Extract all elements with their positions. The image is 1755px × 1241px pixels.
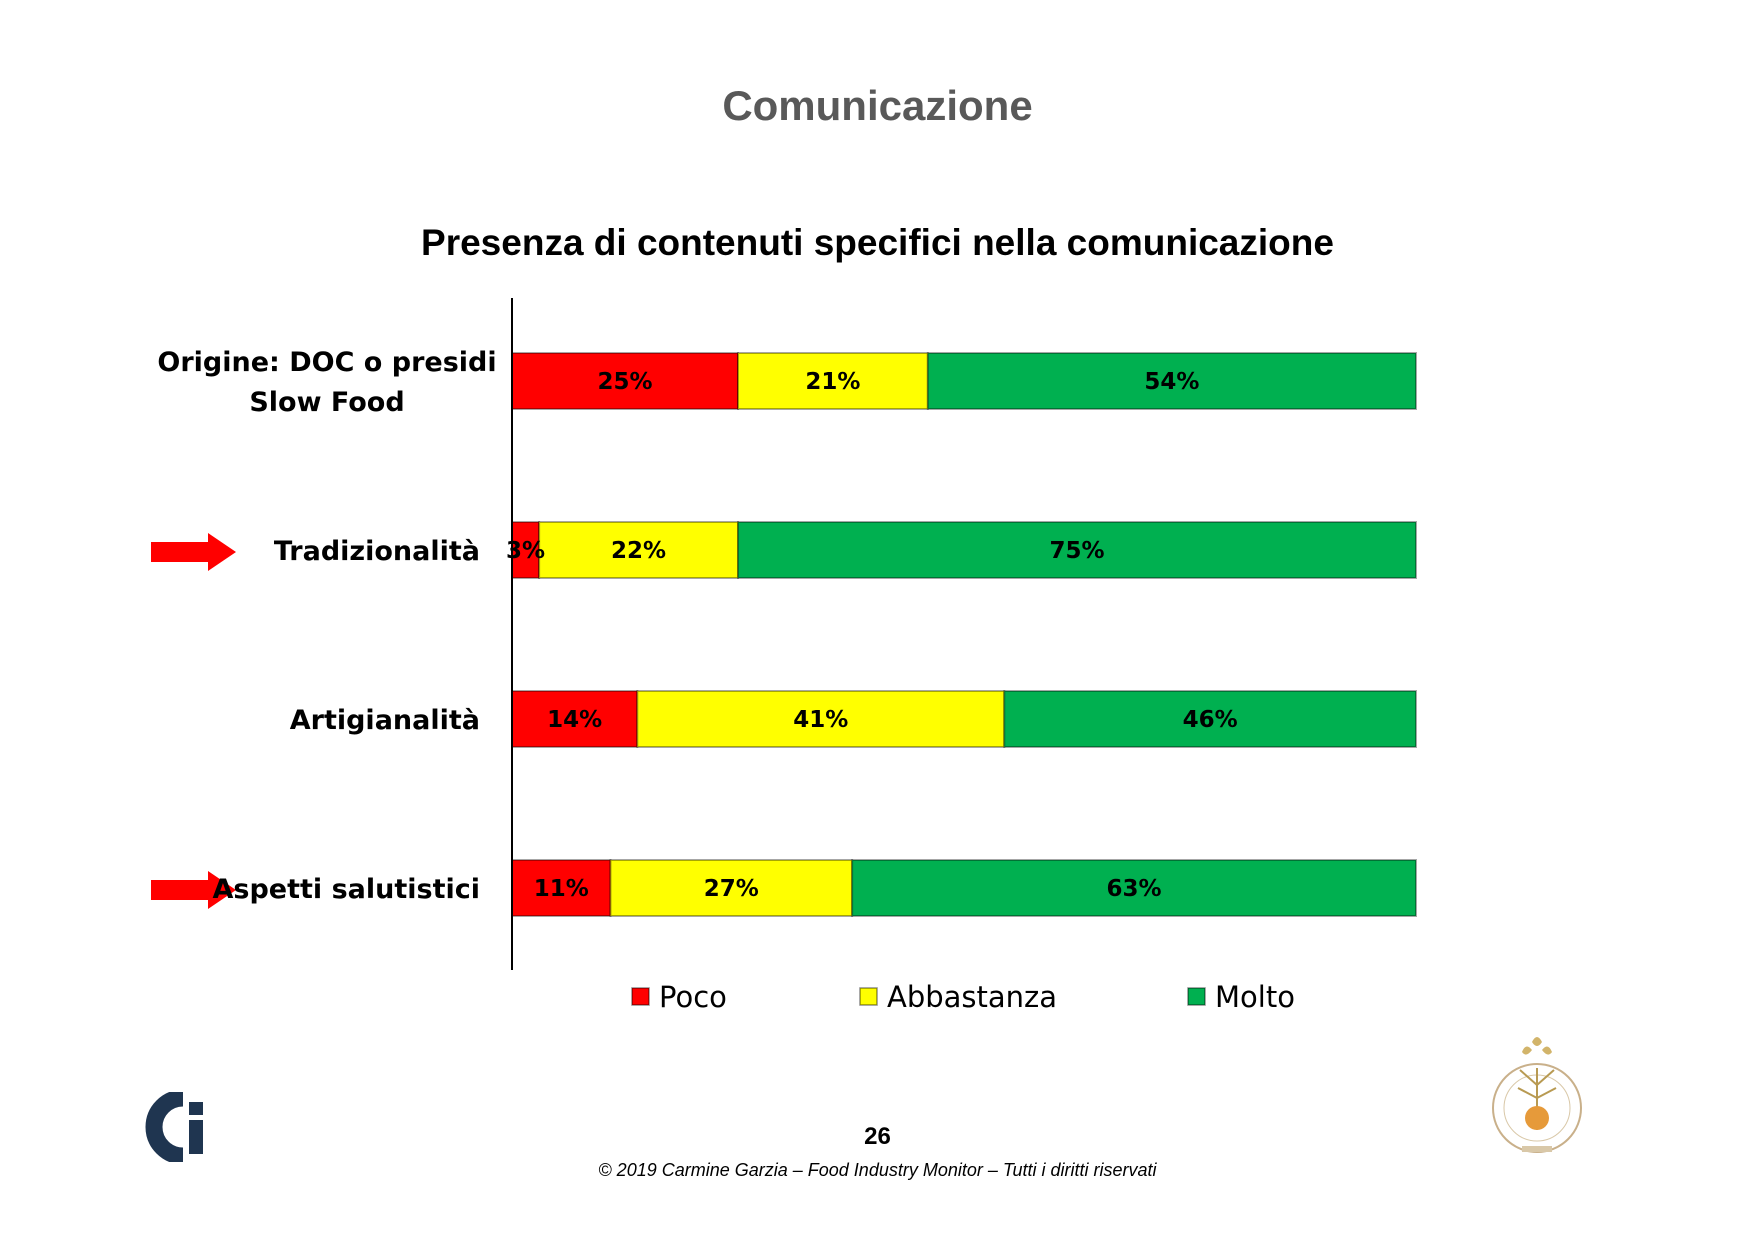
data-label: 75%	[1049, 538, 1104, 564]
chart-title: Presenza di contenuti specifici nella co…	[421, 222, 1334, 263]
legend-label: Poco	[659, 980, 727, 1014]
category-label: Aspetti salutistici	[213, 874, 481, 905]
bar-segment-abbastanza	[737, 352, 929, 410]
bar-segment-poco	[511, 859, 612, 917]
slide-title: Comunicazione	[722, 82, 1033, 129]
data-label: 54%	[1144, 369, 1199, 395]
category-label: Tradizionalità	[274, 536, 480, 567]
legend-swatch	[1187, 987, 1206, 1006]
data-label: 21%	[805, 369, 860, 395]
data-label: 14%	[547, 707, 602, 733]
bar-segment-abbastanza	[609, 859, 854, 917]
data-label: 25%	[597, 369, 652, 395]
university-seal-icon	[1492, 1037, 1582, 1153]
data-label: 27%	[704, 876, 759, 902]
highlight-arrow-icon	[151, 533, 236, 571]
category-label: Slow Food	[249, 387, 404, 418]
bar-segment-molto	[926, 352, 1418, 410]
legend-swatch	[631, 987, 650, 1006]
bar-segment-molto	[1003, 690, 1417, 748]
ci-logo-icon	[145, 1092, 203, 1162]
bar-segment-poco	[511, 690, 639, 748]
bar-segment-molto	[851, 859, 1417, 917]
category-label: Artigianalità	[290, 705, 480, 736]
stacked-bar-chart: Origine: DOC o presidi Slow Food Tradizion…	[151, 298, 1418, 1014]
legend-label: Abbastanza	[887, 980, 1057, 1014]
data-label: 11%	[534, 876, 589, 902]
category-label: Origine: DOC o presidi	[157, 347, 496, 378]
data-label: 22%	[611, 538, 666, 564]
legend-label: Molto	[1215, 980, 1295, 1014]
data-label: 41%	[793, 707, 848, 733]
data-label: 63%	[1107, 876, 1162, 902]
bar-segment-abbastanza	[538, 521, 739, 579]
data-label: 46%	[1183, 707, 1238, 733]
bar-segment-abbastanza	[636, 690, 1006, 748]
bar-segment-molto	[737, 521, 1417, 579]
copyright-notice: © 2019 Carmine Garzia – Food Industry Mo…	[598, 1160, 1157, 1180]
page-number: 26	[864, 1123, 891, 1150]
legend-swatch	[859, 987, 878, 1006]
legend: Poco Abbastanza Molto	[631, 980, 1295, 1014]
highlight-arrow-icon	[151, 871, 236, 909]
